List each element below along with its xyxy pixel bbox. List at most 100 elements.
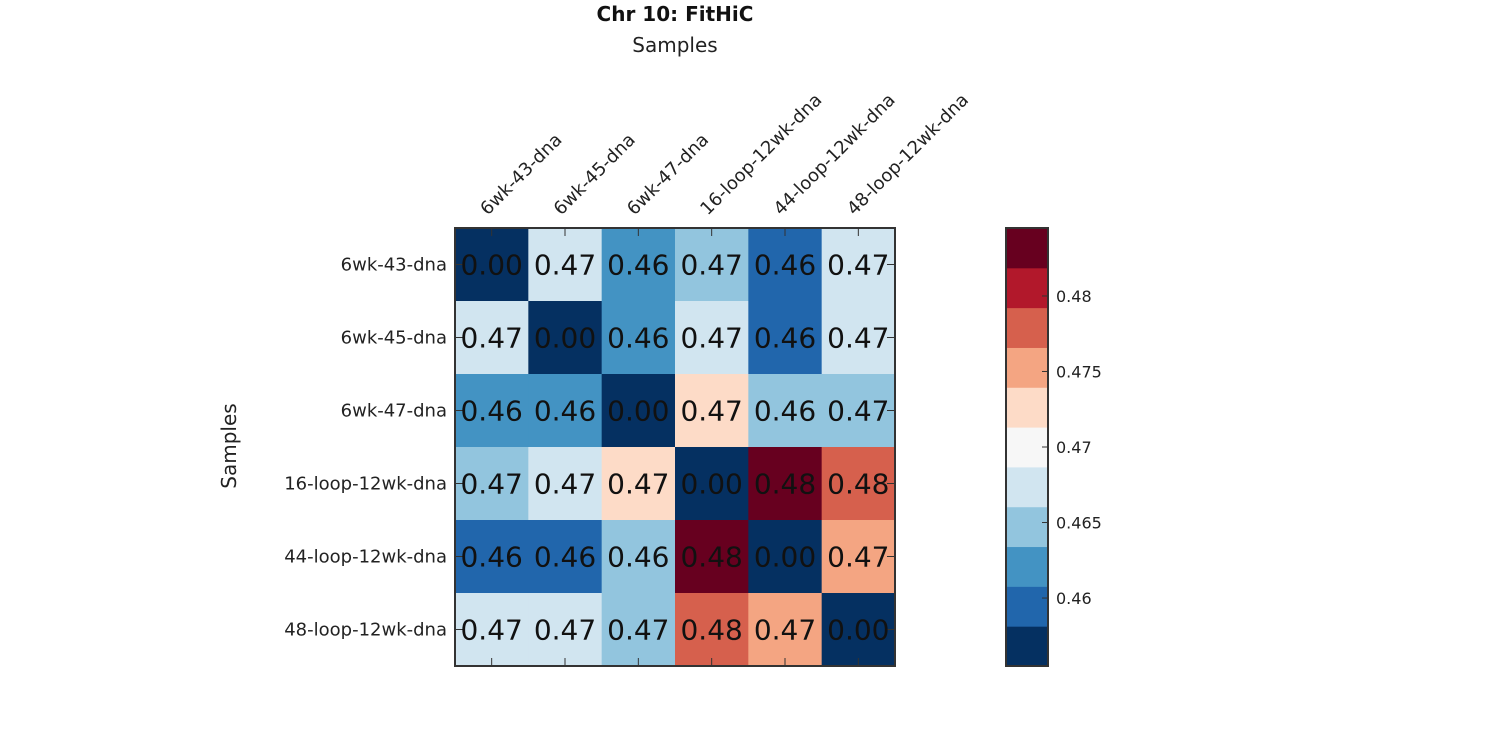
chart-title: Chr 10: FitHiC xyxy=(597,2,754,26)
colorbar-segment xyxy=(1006,307,1048,348)
heatmap-cell xyxy=(528,374,603,448)
heatmap-cell xyxy=(675,520,749,594)
y-tick-label: 44-loop-12wk-dna xyxy=(284,547,447,568)
cell-value-label: 0.47 xyxy=(534,468,596,501)
cell-value-label: 0.48 xyxy=(680,614,742,647)
heatmap-cell xyxy=(821,447,896,521)
cell-value-label: 0.47 xyxy=(680,395,742,428)
colorbar-segment xyxy=(1006,506,1048,548)
y-tick-label: 16-loop-12wk-dna xyxy=(284,474,447,495)
colorbar-tick-label: 0.465 xyxy=(1056,514,1102,533)
y-tick-label: 6wk-43-dna xyxy=(341,255,447,276)
cell-value-label: 0.46 xyxy=(607,249,669,282)
cell-value-label: 0.47 xyxy=(460,322,522,355)
colorbar-segment xyxy=(1006,387,1048,428)
heatmap-cell xyxy=(748,520,823,594)
cell-value-label: 0.48 xyxy=(754,468,816,501)
heatmap-cell xyxy=(601,374,676,448)
cell-value-label: 0.46 xyxy=(460,395,522,428)
heatmap-cell xyxy=(821,228,896,302)
cell-value-label: 0.47 xyxy=(754,614,816,647)
colorbar-segment xyxy=(1006,427,1048,468)
colorbar-tick-label: 0.48 xyxy=(1056,287,1092,306)
cell-value-label: 0.47 xyxy=(827,395,889,428)
heatmap-cell xyxy=(748,228,823,302)
cell-value-label: 0.47 xyxy=(534,614,596,647)
cell-value-label: 0.47 xyxy=(827,322,889,355)
cell-value-label: 0.47 xyxy=(607,468,669,501)
heatmap-cell xyxy=(821,593,896,667)
heatmap-cell xyxy=(528,520,603,594)
colorbar-segment xyxy=(1006,546,1048,587)
heatmap-cell xyxy=(748,447,823,521)
heatmap-cell xyxy=(455,301,529,375)
heatmap-cell xyxy=(528,301,603,375)
heatmap-cell xyxy=(675,593,749,667)
colorbar-tick-label: 0.47 xyxy=(1056,438,1092,457)
cell-value-label: 0.00 xyxy=(460,249,522,282)
colorbar-segment xyxy=(1006,466,1048,508)
heatmap-cell xyxy=(455,593,529,667)
colorbar-tick-label: 0.46 xyxy=(1056,589,1092,608)
heatmap-cell xyxy=(675,228,749,302)
colorbar-segment xyxy=(1006,586,1048,627)
heatmap-cell-labels: 0.00 0.47 0.46 0.47 0.46 0.47 0.47 0.00 0.46 0.47… xyxy=(460,249,889,647)
cell-value-label: 0.47 xyxy=(607,614,669,647)
cell-value-label: 0.46 xyxy=(534,541,596,574)
y-tick-label: 6wk-45-dna xyxy=(341,328,447,349)
cell-value-label: 0.47 xyxy=(827,541,889,574)
cell-value-label: 0.46 xyxy=(754,395,816,428)
y-tick-label: 48-loop-12wk-dna xyxy=(284,620,447,641)
heatmap-cell xyxy=(455,374,529,448)
cell-value-label: 0.48 xyxy=(680,541,742,574)
cell-value-label: 0.47 xyxy=(680,249,742,282)
heatmap-cell xyxy=(455,520,529,594)
cell-value-label: 0.00 xyxy=(680,468,742,501)
heatmap-cell xyxy=(528,447,603,521)
heatmap-cell xyxy=(675,301,749,375)
heatmap-cell xyxy=(601,447,676,521)
cell-value-label: 0.46 xyxy=(754,249,816,282)
cell-value-label: 0.00 xyxy=(534,322,596,355)
heatmap-frame xyxy=(454,227,896,667)
cell-value-label: 0.47 xyxy=(534,249,596,282)
heatmap-cell xyxy=(601,301,676,375)
heatmap-cell xyxy=(601,228,676,302)
heatmap-cell xyxy=(675,374,749,448)
x-tick-label: 48-loop-12wk-dna xyxy=(843,90,973,220)
colorbar-ticks: 0.46 0.465 0.47 0.475 0.48 xyxy=(1042,287,1102,608)
x-tick-labels: 6wk-43-dna6wk-45-dna6wk-47-dna16-loop-12… xyxy=(476,90,973,220)
cell-value-label: 0.47 xyxy=(460,614,522,647)
heatmap-cell xyxy=(455,228,529,302)
y-tick-labels: 6wk-43-dna 6wk-45-dna 6wk-47-dna 16-loop-12… xyxy=(284,255,447,641)
heatmap-cell xyxy=(821,520,896,594)
y-tick-label: 6wk-47-dna xyxy=(341,401,447,422)
heatmap-cell xyxy=(748,301,823,375)
heatmap-cell xyxy=(528,228,603,302)
cell-value-label: 0.00 xyxy=(754,541,816,574)
cell-value-label: 0.47 xyxy=(680,322,742,355)
x-tick-label: 16-loop-12wk-dna xyxy=(696,90,826,220)
colorbar xyxy=(1006,228,1048,667)
heatmap-cell xyxy=(675,447,749,521)
heatmap-cell xyxy=(821,374,896,448)
cell-value-label: 0.47 xyxy=(827,249,889,282)
colorbar-segment xyxy=(1006,228,1048,269)
heatmap-cell xyxy=(601,593,676,667)
y-axis-label: Samples xyxy=(217,403,241,488)
cell-value-label: 0.46 xyxy=(607,322,669,355)
colorbar-segment xyxy=(1006,626,1048,667)
cell-value-label: 0.46 xyxy=(754,322,816,355)
heatmap-cell xyxy=(748,374,823,448)
colorbar-tick-label: 0.475 xyxy=(1056,362,1102,381)
cell-value-label: 0.47 xyxy=(460,468,522,501)
heatmap-cell xyxy=(455,447,529,521)
cell-value-label: 0.00 xyxy=(827,614,889,647)
cell-value-label: 0.48 xyxy=(827,468,889,501)
heatmap-cell xyxy=(748,593,823,667)
heatmap-cell xyxy=(528,593,603,667)
heatmap-cells xyxy=(455,228,896,667)
colorbar-segment xyxy=(1006,347,1048,388)
x-tick-label: 44-loop-12wk-dna xyxy=(770,90,900,220)
